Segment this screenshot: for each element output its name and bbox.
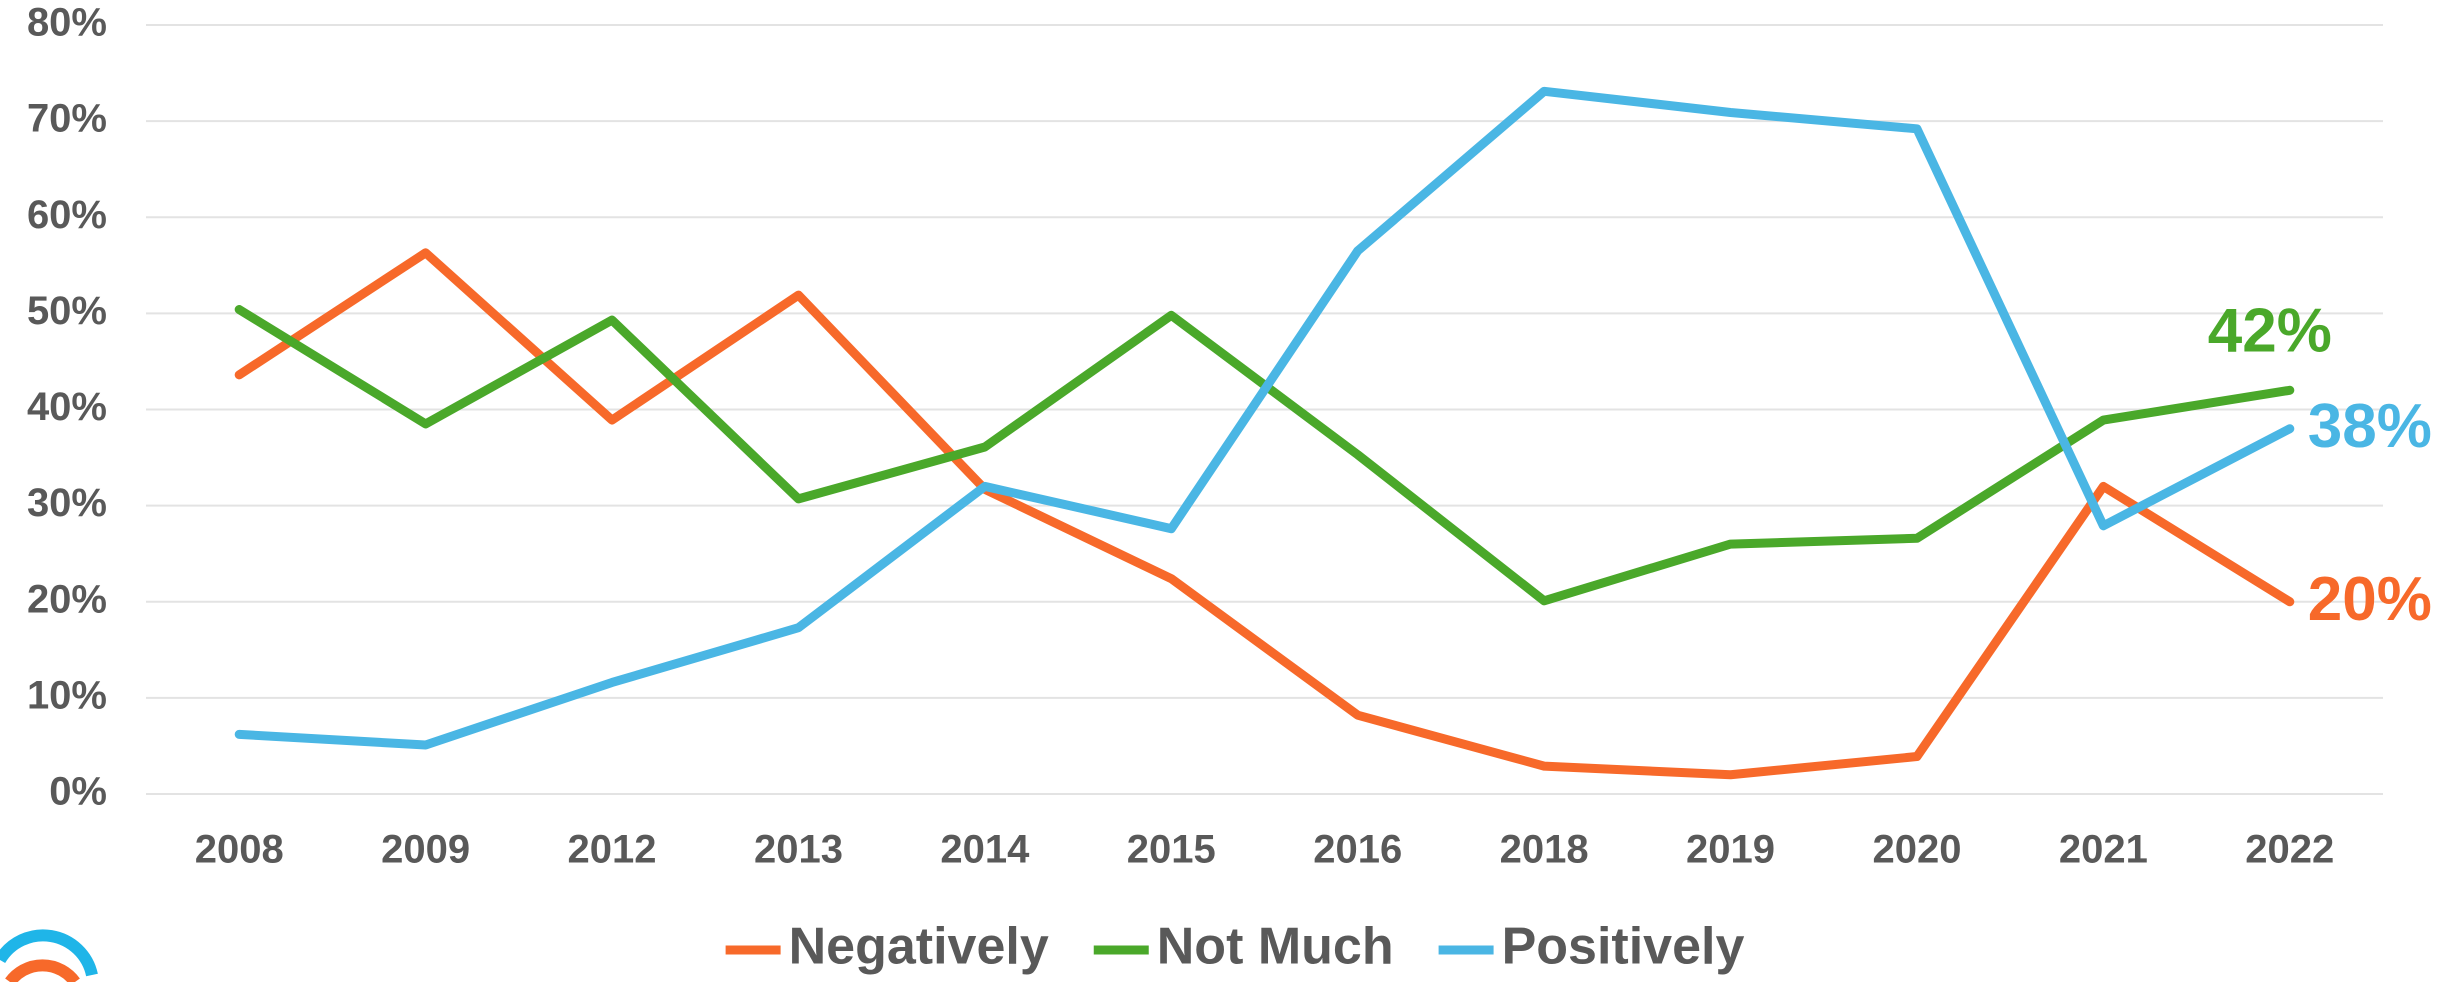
legend-label: Not Much — [1157, 918, 1394, 976]
legend-label: Positively — [1502, 918, 1745, 976]
data-label: 20% — [2308, 565, 2432, 634]
x-tick-label: 2013 — [754, 828, 843, 872]
y-tick-label: 50% — [27, 289, 107, 333]
x-tick-label: 2016 — [1313, 828, 1402, 872]
series-line — [234, 305, 2295, 606]
x-tick-label: 2008 — [195, 828, 284, 872]
y-tick-label: 0% — [49, 770, 107, 814]
x-tick-label: 2015 — [1127, 828, 1216, 872]
series-line — [234, 248, 2295, 780]
x-tick-label: 2012 — [568, 828, 657, 872]
y-tick-label: 80% — [27, 1, 107, 45]
y-tick-label: 60% — [27, 193, 107, 237]
legend-label: Negatively — [789, 918, 1049, 976]
x-tick-label: 2018 — [1500, 828, 1589, 872]
logo — [0, 929, 98, 982]
data-label: 42% — [2208, 297, 2332, 366]
x-tick-label: 2009 — [381, 828, 470, 872]
y-tick-label: 10% — [27, 673, 107, 717]
y-tick-label: 20% — [27, 577, 107, 621]
y-tick-label: 70% — [27, 97, 107, 141]
y-tick-label: 30% — [27, 481, 107, 525]
y-tick-label: 40% — [27, 385, 107, 429]
series-line — [234, 86, 2295, 750]
x-tick-label: 2019 — [1686, 828, 1775, 872]
x-tick-label: 2022 — [2245, 828, 2334, 872]
x-tick-label: 2014 — [940, 828, 1030, 872]
x-tick-label: 2020 — [1872, 828, 1961, 872]
data-label: 38% — [2308, 392, 2432, 461]
x-tick-label: 2021 — [2059, 828, 2148, 872]
